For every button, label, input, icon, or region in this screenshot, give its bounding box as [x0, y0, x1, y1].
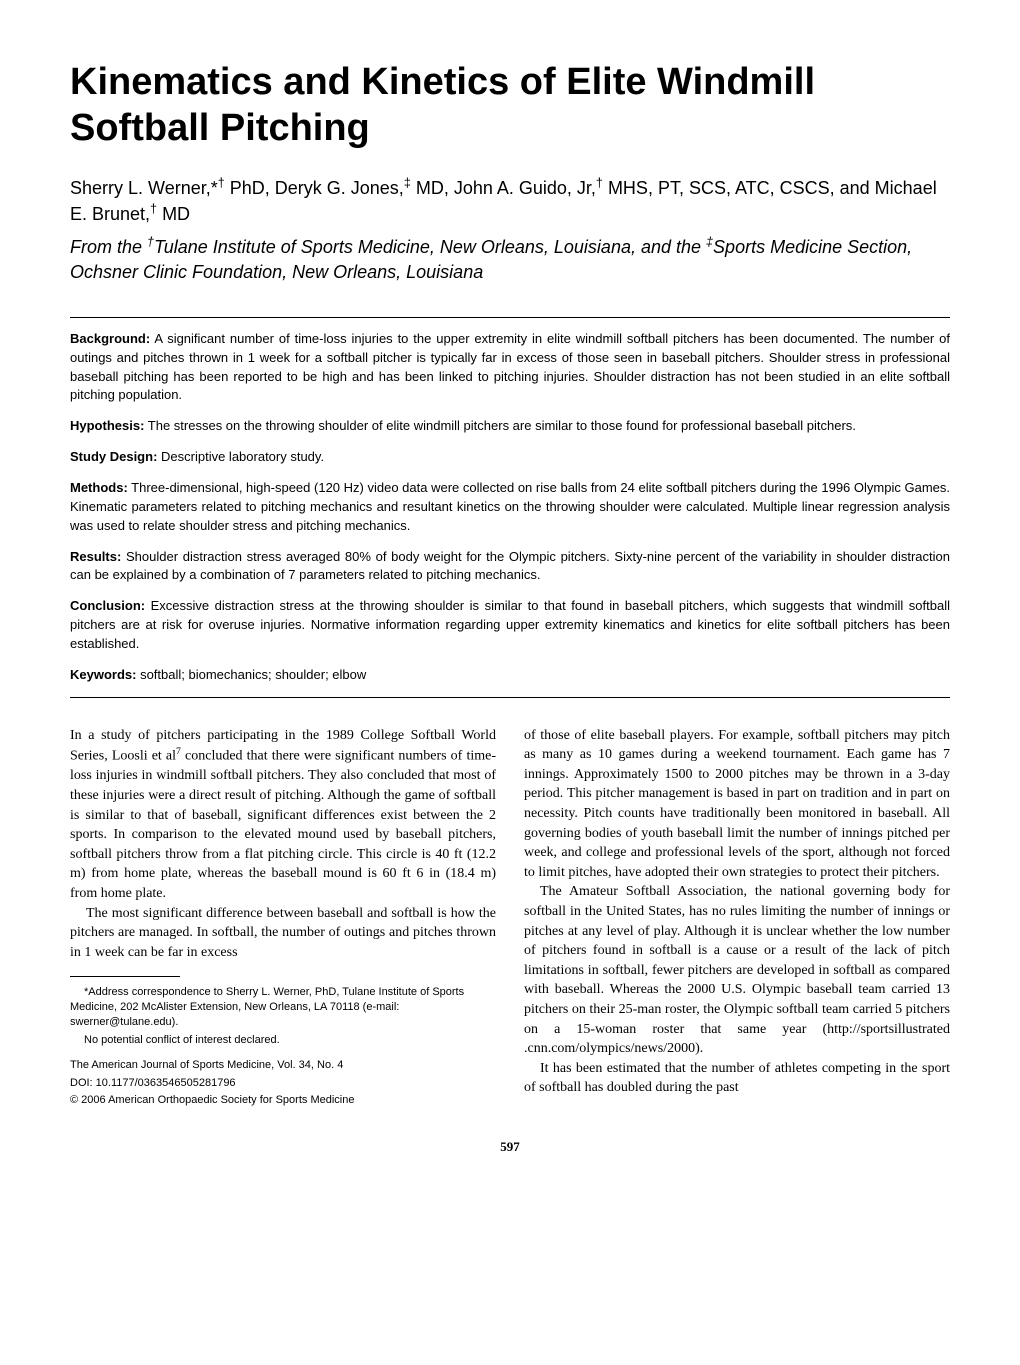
abstract-section: Study Design: Descriptive laboratory stu… — [70, 448, 950, 467]
abstract-section: Results: Shoulder distraction stress ave… — [70, 548, 950, 586]
abstract-label: Methods: — [70, 480, 128, 495]
abstract-label: Results: — [70, 549, 121, 564]
abstract-section: Keywords: softball; biomechanics; should… — [70, 666, 950, 685]
footnote-correspondence: *Address correspondence to Sherry L. Wer… — [70, 985, 496, 1030]
abstract-label: Conclusion: — [70, 598, 145, 613]
column-right: of those of elite baseball players. For … — [524, 726, 950, 1112]
body-columns: In a study of pitchers participating in … — [70, 726, 950, 1112]
footnote-journal: The American Journal of Sports Medicine,… — [70, 1058, 496, 1073]
rule-bottom — [70, 697, 950, 698]
authors-line: Sherry L. Werner,*† PhD, Deryk G. Jones,… — [70, 175, 950, 227]
abstract-text: Three-dimensional, high-speed (120 Hz) v… — [70, 480, 950, 533]
abstract-section: Background: A significant number of time… — [70, 330, 950, 405]
abstract-text: A significant number of time-loss injuri… — [70, 331, 950, 403]
abstract-text: Shoulder distraction stress averaged 80%… — [70, 549, 950, 583]
body-paragraph: of those of elite baseball players. For … — [524, 726, 950, 883]
body-paragraph: It has been estimated that the number of… — [524, 1059, 950, 1098]
body-paragraph: The Amateur Softball Association, the na… — [524, 882, 950, 1058]
abstract-label: Background: — [70, 331, 150, 346]
abstract-text: softball; biomechanics; shoulder; elbow — [136, 667, 366, 682]
abstract-section: Methods: Three-dimensional, high-speed (… — [70, 479, 950, 536]
left-paragraphs: In a study of pitchers participating in … — [70, 726, 496, 963]
abstract-label: Study Design: — [70, 449, 157, 464]
page-number: 597 — [70, 1139, 950, 1155]
abstract-text: Excessive distraction stress at the thro… — [70, 598, 950, 651]
abstract-label: Hypothesis: — [70, 418, 144, 433]
footnote-doi: DOI: 10.1177/0363546505281796 — [70, 1076, 496, 1091]
article-title: Kinematics and Kinetics of Elite Windmil… — [70, 60, 950, 151]
abstract-text: Descriptive laboratory study. — [157, 449, 324, 464]
abstract-section: Hypothesis: The stresses on the throwing… — [70, 417, 950, 436]
column-left: In a study of pitchers participating in … — [70, 726, 496, 1112]
footnote-conflict: No potential conflict of interest declar… — [70, 1033, 496, 1048]
right-paragraphs: of those of elite baseball players. For … — [524, 726, 950, 1098]
abstract-block: Background: A significant number of time… — [70, 330, 950, 685]
footnote-copyright: © 2006 American Orthopaedic Society for … — [70, 1093, 496, 1108]
footnote-separator — [70, 976, 180, 977]
abstract-label: Keywords: — [70, 667, 136, 682]
affiliation-line: From the †Tulane Institute of Sports Med… — [70, 234, 950, 285]
abstract-text: The stresses on the throwing shoulder of… — [144, 418, 856, 433]
rule-top — [70, 317, 950, 318]
body-paragraph: The most significant difference between … — [70, 904, 496, 963]
abstract-section: Conclusion: Excessive distraction stress… — [70, 597, 950, 654]
footnote-block: *Address correspondence to Sherry L. Wer… — [70, 985, 496, 1108]
body-paragraph: In a study of pitchers participating in … — [70, 726, 496, 904]
